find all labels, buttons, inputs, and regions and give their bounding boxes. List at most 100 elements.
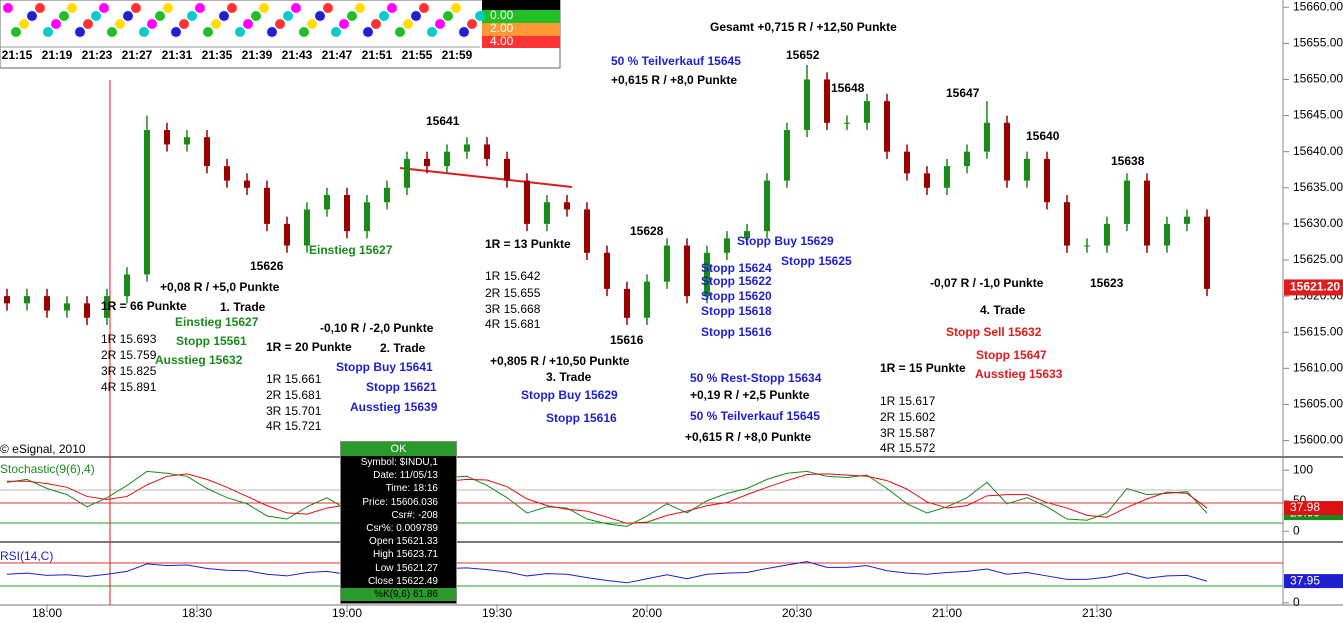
candle-body: [644, 281, 650, 318]
annotation: 4R 15.572: [880, 441, 936, 455]
candle-body: [964, 151, 970, 167]
candle-body: [1184, 216, 1190, 224]
y-tick-label: 0: [1293, 595, 1300, 609]
inset-dot: [107, 27, 117, 37]
inset-dot: [387, 3, 397, 13]
inset-dot: [283, 11, 293, 21]
inset-dot: [139, 27, 149, 37]
candle-body: [704, 252, 710, 297]
candle-body: [144, 130, 150, 275]
candle-body: [504, 158, 510, 181]
annotation: 3R 15.668: [485, 302, 541, 316]
candle-body: [64, 303, 70, 311]
data-window-row: Csr#: -208: [391, 509, 438, 521]
inset-dot: [27, 11, 37, 21]
candle-body: [804, 79, 810, 130]
inset-dot: [115, 19, 125, 29]
candle-body: [924, 173, 930, 188]
inset-time-label: 21:47: [322, 48, 353, 62]
annotation: 3R 15.587: [880, 426, 936, 440]
y-tick-label: 15660.00: [1293, 0, 1343, 13]
inset-dot: [123, 11, 133, 21]
inset-dot: [43, 27, 53, 37]
panel-title: RSI(14,C): [0, 549, 53, 563]
annotation: 3R 15.701: [266, 404, 322, 418]
inset-dot: [403, 19, 413, 29]
value-box: [1284, 501, 1343, 516]
inset-dot: [91, 11, 101, 21]
inset-dot: [355, 3, 365, 13]
annotation: 15640: [1026, 129, 1060, 143]
annotation: 2R 15.681: [266, 388, 322, 402]
y-tick-label: 15630.00: [1293, 216, 1343, 230]
candle-body: [484, 144, 490, 159]
annotation: Stopp 15616: [546, 411, 617, 425]
data-window: OK Symbol: $INDU,1 Date: 11/05/13 Time: 18…: [340, 441, 457, 604]
annotation: Stopp 15622: [701, 274, 772, 288]
annotation: © eSignal, 2010: [0, 442, 86, 456]
y-tick-label: 15625.00: [1293, 252, 1343, 266]
inset-dot: [11, 27, 21, 37]
y-tick-label: 100: [1293, 462, 1313, 476]
annotation: 1R 15.617: [880, 394, 936, 408]
annotation: Stopp 15561: [176, 334, 247, 348]
candle-body: [524, 180, 530, 224]
inset-dot: [307, 19, 317, 29]
candle-body: [784, 130, 790, 181]
inset-dot: [163, 3, 173, 13]
inset-dot: [443, 11, 453, 21]
y-tick-label: 15610.00: [1293, 361, 1343, 375]
data-window-row: Open 15621.33: [369, 536, 438, 548]
indicator-line: [6, 470, 1208, 527]
inset-dot: [83, 19, 93, 29]
annotation: +0,08 R / +5,0 Punkte: [160, 280, 280, 294]
annotation: 2R 15.655: [485, 286, 541, 300]
inset-dot: [3, 3, 13, 13]
candle-body: [604, 252, 610, 289]
annotation: 1R = 15 Punkte: [880, 361, 966, 375]
candle-body: [584, 209, 590, 253]
data-window-title: OK: [341, 442, 456, 456]
inset-dot: [323, 3, 333, 13]
annotation: 50 % Rest-Stopp 15634: [690, 371, 822, 385]
x-tick-label: 21:30: [1082, 606, 1112, 620]
inset-dot: [427, 27, 437, 37]
annotation: 15626: [250, 259, 284, 273]
annotation: 15647: [946, 86, 980, 100]
inset-time-label: 21:23: [82, 48, 113, 62]
annotation: -0,07 R / -1,0 Punkte: [930, 276, 1044, 290]
annotation: +0,19 R / +2,5 Punkte: [690, 388, 810, 402]
annotation: Ausstieg 15633: [975, 367, 1063, 381]
annotation: Stopp 15624: [701, 261, 772, 275]
annotation: Stopp 15616: [701, 325, 772, 339]
annotation: 1R = 20 Punkte: [266, 340, 352, 354]
annotation: Einstieg 15627: [309, 243, 393, 257]
x-tick-label: 21:00: [932, 606, 962, 620]
data-window-row: Low 15621.27: [375, 562, 438, 574]
candle-body: [1024, 158, 1030, 181]
annotation: 1R 15.661: [266, 372, 322, 386]
annotation: 15648: [831, 81, 865, 95]
candle-body: [84, 303, 90, 318]
candle-body: [364, 202, 370, 232]
last-price-box: [1284, 279, 1343, 296]
inset-time-label: 21:19: [42, 48, 73, 62]
annotation: Stopp Buy 15629: [737, 234, 834, 248]
inset-dot: [259, 3, 269, 13]
inset-dot: [267, 27, 277, 37]
annotation: Stopp Buy 15641: [336, 360, 433, 374]
data-window-row: Time: 18:16: [385, 483, 438, 495]
inset-dot: [315, 11, 325, 21]
annotation: 4. Trade: [980, 303, 1026, 317]
inset-dot: [235, 27, 245, 37]
candle-body: [864, 101, 870, 123]
candle-body: [684, 245, 690, 297]
candle-body: [824, 79, 830, 123]
inset-dot: [435, 19, 445, 29]
annotation: 15623: [1090, 276, 1124, 290]
last-price-label: 15621.20: [1290, 280, 1340, 294]
inset-dot: [251, 11, 261, 21]
annotation: 15641: [426, 114, 460, 128]
annotation: +0,615 R / +8,0 Punkte: [685, 430, 811, 444]
